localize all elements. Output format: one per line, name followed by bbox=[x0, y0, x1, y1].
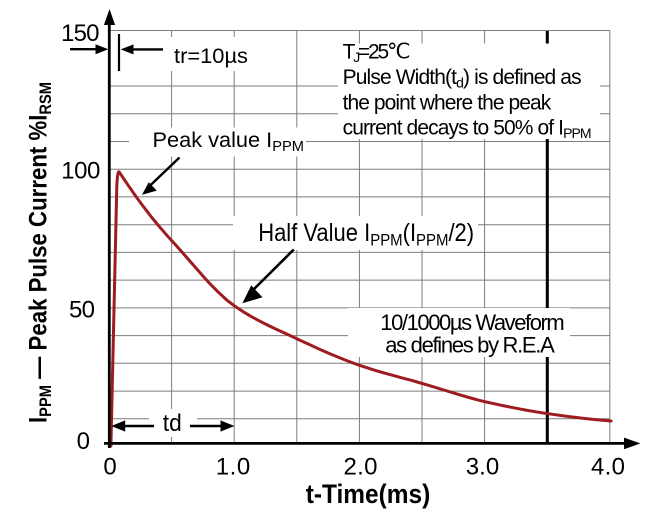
svg-text:0: 0 bbox=[77, 428, 90, 455]
svg-text:as defines by R.E.A: as defines by R.E.A bbox=[385, 333, 555, 358]
svg-text:td: td bbox=[163, 410, 182, 437]
svg-text:Pulse Width(td) is defined as: Pulse Width(td) is defined as bbox=[343, 66, 582, 91]
svg-text:3.0: 3.0 bbox=[466, 454, 500, 481]
svg-text:tr=10µs: tr=10µs bbox=[174, 44, 248, 68]
svg-text:IPPM — Peak Pulse Current %IR: IPPM — Peak Pulse Current %IRSM bbox=[25, 82, 56, 423]
svg-text:50: 50 bbox=[69, 297, 95, 324]
svg-text:current decays to 50% of IPPM: current decays to 50% of IPPM bbox=[343, 117, 592, 142]
svg-text:4.0: 4.0 bbox=[591, 454, 625, 481]
svg-text:0: 0 bbox=[103, 454, 116, 481]
svg-text:150: 150 bbox=[61, 20, 100, 47]
svg-text:1.0: 1.0 bbox=[216, 454, 251, 481]
svg-text:t-Time(ms): t-Time(ms) bbox=[306, 479, 431, 509]
svg-text:10/1000µs Waveform: 10/1000µs Waveform bbox=[380, 310, 565, 335]
svg-text:2.0: 2.0 bbox=[344, 454, 378, 481]
svg-text:the point where the peak: the point where the peak bbox=[343, 91, 552, 114]
svg-text:TJ=25℃: TJ=25℃ bbox=[343, 41, 411, 66]
svg-text:100: 100 bbox=[61, 158, 100, 185]
svg-text:Half Value IPPM(IPPM/2): Half Value IPPM(IPPM/2) bbox=[258, 219, 474, 250]
